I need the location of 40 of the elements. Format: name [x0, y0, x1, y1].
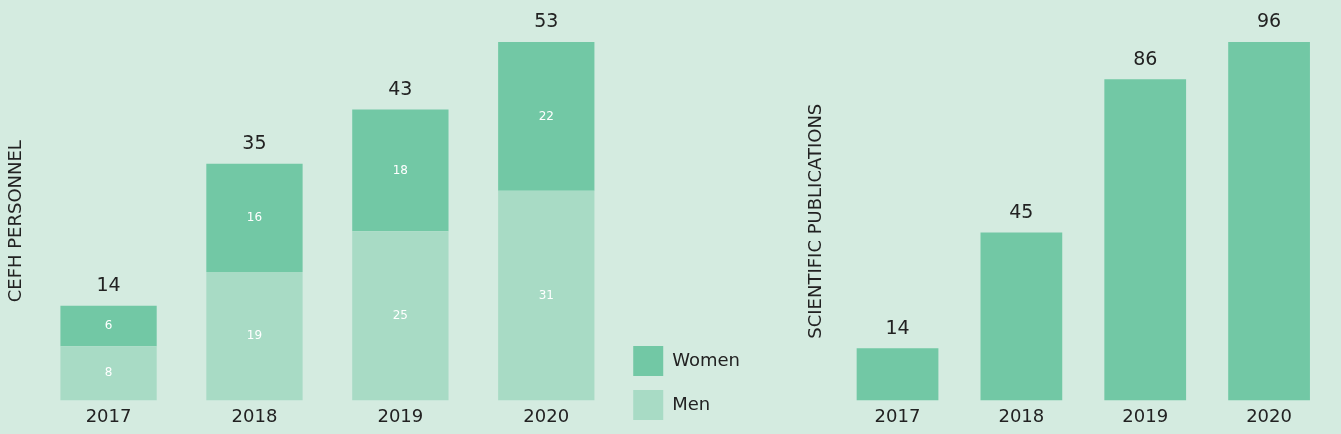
data-label: 45 — [1009, 199, 1034, 222]
data-label: 16 — [246, 209, 263, 224]
legend-label: Men — [672, 392, 711, 414]
total-label: 43 — [388, 77, 413, 100]
y-axis-title: SCIENTIFIC PUBLICATIONS — [804, 103, 826, 339]
bar — [352, 231, 449, 401]
bar — [1228, 42, 1310, 401]
bar — [498, 42, 595, 191]
y-axis-title: CEFH PERSONNEL — [4, 140, 26, 303]
x-tick-label: 2018 — [998, 404, 1045, 426]
x-tick-label: 2017 — [85, 404, 132, 426]
data-label: 18 — [392, 162, 409, 177]
total-label: 14 — [96, 273, 121, 296]
data-label: 31 — [538, 287, 554, 302]
data-label: 96 — [1256, 9, 1282, 32]
total-label: 35 — [242, 131, 267, 154]
data-label: 14 — [885, 315, 910, 338]
x-tick-label: 2019 — [1122, 404, 1169, 426]
bar — [60, 305, 157, 347]
bar — [206, 271, 303, 401]
data-label: 25 — [392, 308, 409, 322]
x-tick-label: 2020 — [523, 404, 570, 426]
legend-label: Women — [672, 348, 741, 370]
x-tick-label: 2017 — [874, 404, 921, 426]
data-label: 19 — [246, 328, 263, 343]
bar — [60, 346, 157, 401]
bar — [1104, 79, 1187, 401]
data-label: 6 — [104, 318, 113, 333]
total-label: 53 — [534, 9, 559, 32]
x-tick-label: 2019 — [377, 404, 424, 426]
data-label: 22 — [538, 108, 554, 123]
data-label: 86 — [1133, 46, 1158, 69]
bar — [980, 232, 1063, 401]
bar — [498, 190, 595, 401]
bar — [352, 109, 449, 232]
x-tick-label: 2020 — [1246, 404, 1292, 426]
bar — [206, 163, 303, 272]
x-tick-label: 2018 — [231, 404, 278, 426]
bar — [856, 348, 939, 401]
data-label: 8 — [104, 365, 113, 380]
